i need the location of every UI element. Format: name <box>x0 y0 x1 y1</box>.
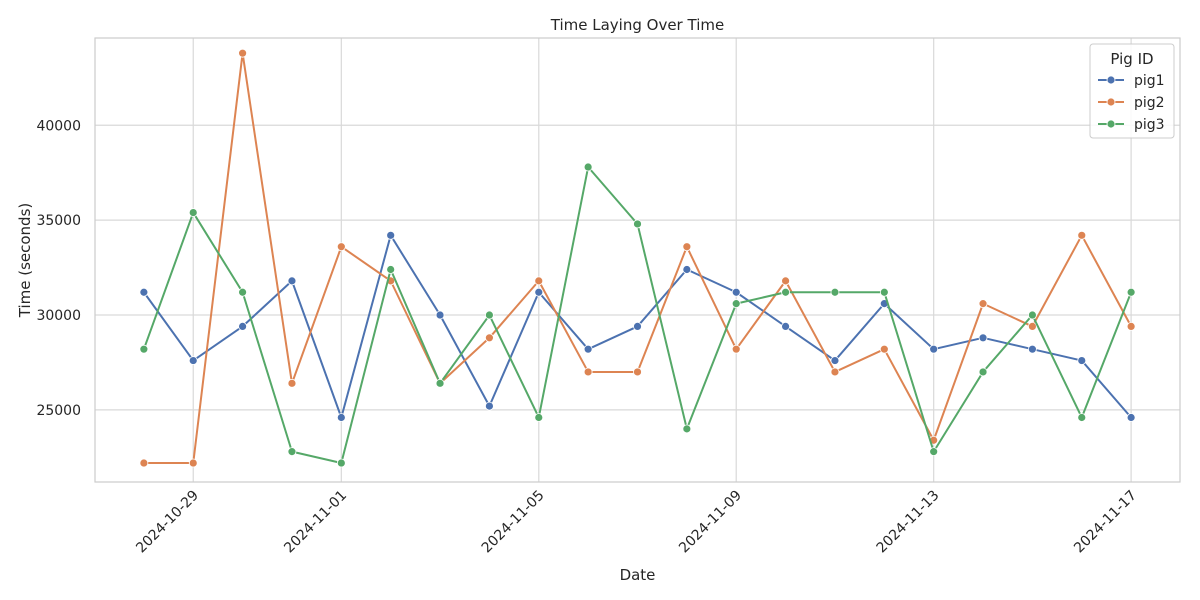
data-point-pig2 <box>583 367 593 377</box>
series-pig3 <box>139 162 1136 468</box>
x-tick-label: 2024-10-29 <box>133 488 202 557</box>
data-point-pig1 <box>485 401 494 411</box>
data-point-pig1 <box>238 322 247 331</box>
data-point-pig2 <box>188 458 198 468</box>
data-point-pig1 <box>1077 356 1087 365</box>
x-tick-label: 2024-11-17 <box>1071 488 1140 557</box>
data-point-pig3 <box>830 287 840 297</box>
series-pig2 <box>139 48 1136 468</box>
data-point-pig3 <box>583 162 593 172</box>
data-point-pig1 <box>287 276 297 286</box>
data-point-pig3 <box>1028 310 1037 320</box>
data-point-pig2 <box>879 344 889 354</box>
data-point-pig2 <box>287 378 297 388</box>
series-layer <box>139 48 1136 468</box>
data-point-pig3 <box>386 265 396 274</box>
data-point-pig1 <box>1126 413 1136 422</box>
data-point-pig1 <box>978 333 988 343</box>
x-tick-label: 2024-11-09 <box>676 488 745 557</box>
legend: Pig ID pig1 pig2 pig3 <box>1089 43 1175 139</box>
y-tick-label: 35000 <box>36 213 81 229</box>
data-point-pig3 <box>929 447 939 457</box>
legend-swatch-marker <box>1106 75 1116 85</box>
data-point-pig3 <box>139 344 149 354</box>
data-point-pig2 <box>534 276 544 286</box>
data-point-pig1 <box>731 287 741 297</box>
data-point-pig2 <box>1028 322 1037 331</box>
data-point-pig3 <box>879 287 889 297</box>
data-point-pig1 <box>188 356 198 365</box>
data-point-pig2 <box>781 276 790 286</box>
data-point-pig1 <box>781 322 790 331</box>
data-point-pig2 <box>238 48 247 58</box>
y-axis-label: Time (seconds) <box>16 203 34 319</box>
data-point-pig1 <box>830 356 840 365</box>
data-point-pig3 <box>435 378 445 388</box>
data-point-pig3 <box>633 219 642 229</box>
data-point-pig1 <box>583 344 593 354</box>
plot-area-frame <box>94 37 1181 483</box>
data-point-pig2 <box>1077 230 1087 240</box>
data-point-pig1 <box>139 287 149 297</box>
data-point-pig3 <box>287 447 297 457</box>
y-tick-label: 30000 <box>36 308 81 324</box>
legend-items: pig1 pig2 pig3 <box>1098 73 1165 133</box>
data-point-pig1 <box>682 265 692 274</box>
data-point-pig3 <box>682 424 692 434</box>
data-point-pig2 <box>830 367 840 377</box>
legend-title: Pig ID <box>1110 50 1153 68</box>
x-tick-label: 2024-11-01 <box>281 488 350 557</box>
y-tick-label: 40000 <box>36 118 81 134</box>
legend-label-pig1: pig1 <box>1134 73 1165 89</box>
legend-swatch-marker <box>1106 119 1116 129</box>
data-point-pig3 <box>188 208 198 217</box>
data-point-pig3 <box>1077 413 1087 422</box>
legend-label-pig3: pig3 <box>1134 117 1165 133</box>
data-point-pig3 <box>534 413 544 422</box>
series-line-pig2 <box>143 52 1133 465</box>
legend-label-pig2: pig2 <box>1134 95 1165 111</box>
data-point-pig2 <box>485 333 494 343</box>
data-point-pig3 <box>336 458 346 468</box>
data-point-pig2 <box>336 242 346 252</box>
grid <box>95 38 1180 482</box>
data-point-pig3 <box>238 287 247 297</box>
x-axis-ticks: 2024-10-29 2024-11-01 2024-11-05 2024-11-09… <box>133 488 1140 557</box>
data-point-pig1 <box>1028 344 1037 354</box>
legend-swatch-marker <box>1106 97 1116 107</box>
data-point-pig2 <box>731 344 741 354</box>
series-pig1 <box>139 230 1136 422</box>
x-tick-label: 2024-11-13 <box>874 488 943 557</box>
data-point-pig3 <box>781 287 790 297</box>
data-point-pig2 <box>633 367 642 377</box>
y-tick-label: 25000 <box>36 403 81 419</box>
legend-box <box>1089 43 1175 139</box>
data-point-pig2 <box>682 242 692 252</box>
data-point-pig1 <box>929 344 939 354</box>
data-point-pig3 <box>978 367 988 377</box>
data-point-pig3 <box>485 310 494 320</box>
data-point-pig2 <box>1126 322 1136 331</box>
data-point-pig2 <box>139 458 149 468</box>
data-point-pig1 <box>336 413 346 422</box>
data-point-pig1 <box>633 322 642 331</box>
data-point-pig1 <box>534 287 544 297</box>
chart-title: Time Laying Over Time <box>550 16 724 34</box>
data-point-pig3 <box>731 299 741 309</box>
data-point-pig1 <box>435 310 445 320</box>
x-axis-label: Date <box>620 566 656 584</box>
data-point-pig2 <box>978 299 988 309</box>
y-axis-ticks: 25000 30000 35000 40000 <box>36 118 81 419</box>
data-point-pig1 <box>386 230 396 240</box>
data-point-pig3 <box>1126 287 1136 297</box>
x-tick-label: 2024-11-05 <box>479 488 548 557</box>
